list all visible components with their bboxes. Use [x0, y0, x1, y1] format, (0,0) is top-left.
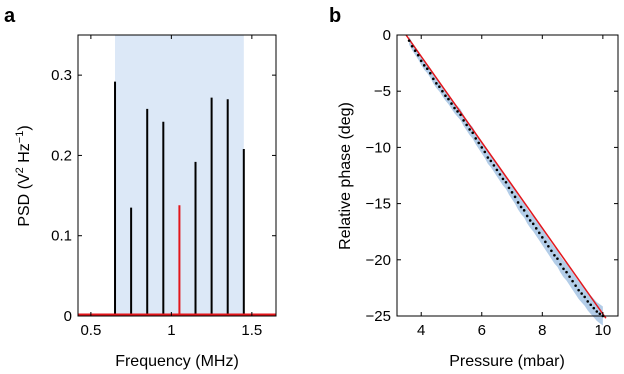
panel-a-xlabel: Frequency (MHz): [115, 353, 239, 370]
y-tick-label: −15: [366, 196, 391, 213]
data-point: [425, 67, 429, 71]
panel-b-ylabel: Relative phase (deg): [337, 102, 354, 250]
data-point: [522, 209, 526, 212]
data-point: [592, 306, 596, 310]
data-point: [580, 292, 583, 295]
data-point: [468, 128, 471, 131]
data-point: [595, 310, 599, 313]
data-point: [474, 137, 478, 140]
x-tick-label: 0.5: [80, 322, 101, 339]
data-point: [447, 97, 450, 101]
data-point: [507, 186, 511, 190]
x-tick-label: 1: [167, 322, 175, 339]
data-point: [519, 205, 523, 209]
data-point: [407, 39, 411, 42]
panel-a-plot-area: [78, 35, 276, 316]
data-point: [444, 94, 447, 97]
y-tick-label: 0: [383, 27, 391, 44]
data-point: [465, 123, 468, 127]
y-tick-label: −25: [366, 308, 391, 325]
y-tick-label: −10: [366, 139, 391, 156]
data-point: [435, 82, 438, 85]
data-point: [525, 214, 529, 218]
y-tick-label: 0: [64, 308, 72, 325]
data-point: [516, 201, 520, 204]
data-point: [495, 168, 499, 172]
data-point: [456, 110, 459, 113]
data-point: [422, 64, 426, 67]
data-point: [562, 267, 565, 271]
panel-b-xlabel: Pressure (mbar): [449, 353, 565, 370]
x-tick-label: 1.5: [241, 322, 262, 339]
data-point: [459, 113, 462, 117]
data-point: [432, 77, 435, 81]
panel-a-label: a: [4, 5, 16, 27]
data-point: [541, 236, 544, 239]
data-point: [547, 245, 550, 248]
panel-a-ticks: 0.5 1 1.5 0 0.1 0.2 0.3: [51, 35, 276, 339]
y-tick-label: 0.2: [51, 147, 72, 164]
data-point: [410, 44, 414, 48]
data-point: [574, 284, 577, 287]
panel-b-label: b: [329, 5, 341, 27]
data-point: [419, 59, 423, 63]
data-point: [483, 150, 487, 154]
data-point: [559, 262, 562, 266]
data-point: [504, 180, 508, 184]
data-point: [489, 159, 493, 163]
y-tick-label: 0.3: [51, 67, 72, 84]
data-point: [537, 231, 541, 235]
data-point: [556, 257, 559, 260]
x-tick-label: 4: [417, 322, 425, 339]
panel-b: b 4 6 8 10 0 −5 −10 −15 −20 −25 Pressure (mbar) R…: [329, 5, 619, 370]
data-point: [413, 49, 417, 53]
data-point: [598, 312, 602, 316]
data-point: [462, 119, 465, 122]
data-point: [531, 222, 535, 226]
data-point: [492, 164, 496, 167]
data-point: [429, 71, 432, 75]
data-point: [577, 288, 580, 292]
panel-a-frame: [77, 34, 277, 317]
data-point: [586, 300, 590, 303]
panel-b-frame: [396, 34, 619, 317]
data-point: [513, 195, 517, 199]
data-point: [565, 270, 568, 274]
panel-b-ticks: 4 6 8 10 0 −5 −10 −15 −20 −25: [366, 27, 618, 339]
data-point: [486, 156, 490, 159]
y-tick-label: 0.1: [51, 228, 72, 245]
y-tick-label: −5: [374, 83, 391, 100]
x-tick-label: 6: [478, 322, 486, 339]
data-point: [438, 85, 441, 89]
data-point: [453, 106, 456, 110]
x-tick-label: 8: [538, 322, 546, 339]
data-point: [441, 89, 444, 93]
data-point: [583, 295, 586, 299]
data-point: [550, 249, 553, 253]
data-point: [480, 146, 484, 149]
data-point: [553, 254, 556, 257]
data-point: [501, 177, 505, 181]
data-point: [471, 131, 474, 135]
x-tick-label: 10: [595, 322, 612, 339]
data-point: [450, 102, 453, 105]
data-point: [544, 240, 547, 244]
panel-a-ylabel: PSD (V2 Hz−1): [14, 125, 33, 226]
panel-b-plot-area: [405, 34, 607, 326]
data-point: [528, 219, 532, 222]
data-point: [498, 173, 502, 176]
data-point: [416, 53, 420, 57]
data-point: [568, 275, 571, 278]
data-point: [477, 141, 481, 145]
data-point: [534, 227, 538, 230]
fit-line: [405, 34, 607, 319]
data-point: [510, 191, 514, 194]
y-tick-label: −20: [366, 252, 391, 269]
data-point: [571, 279, 574, 283]
panel-a: a 0.5 1 1.5 0 0.1 0.2 0.3 Frequency (MHz) PSD …: [4, 5, 277, 370]
data-point: [589, 303, 593, 307]
